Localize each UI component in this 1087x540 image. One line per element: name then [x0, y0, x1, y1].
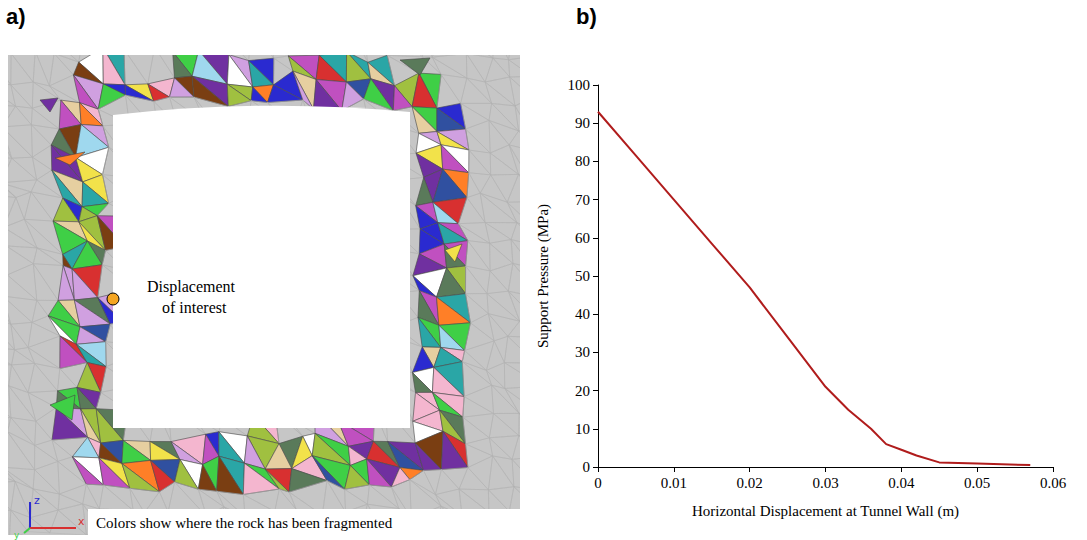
svg-text:Colors show where the rock has: Colors show where the rock has been frag…	[96, 515, 393, 531]
svg-text:100: 100	[568, 77, 591, 93]
svg-text:Support Pressure (MPa): Support Pressure (MPa)	[535, 204, 552, 348]
svg-text:90: 90	[575, 115, 590, 131]
svg-text:80: 80	[575, 153, 590, 169]
svg-text:20: 20	[575, 383, 590, 399]
svg-text:0: 0	[583, 459, 591, 475]
html-text:a): a)	[6, 4, 26, 29]
svg-text:70: 70	[575, 192, 590, 208]
svg-text:0.04: 0.04	[888, 475, 915, 491]
svg-text:x: x	[78, 515, 85, 528]
svg-text:0.01: 0.01	[661, 475, 687, 491]
svg-text:0.06: 0.06	[1040, 475, 1067, 491]
svg-text:0.02: 0.02	[737, 475, 763, 491]
svg-text:10: 10	[575, 421, 590, 437]
html-text:b): b)	[576, 4, 597, 29]
svg-text:60: 60	[575, 230, 590, 246]
svg-text:40: 40	[575, 306, 590, 322]
svg-text:0.05: 0.05	[964, 475, 990, 491]
svg-text:0.03: 0.03	[812, 475, 838, 491]
svg-text:30: 30	[575, 344, 590, 360]
svg-text:z: z	[34, 494, 40, 507]
svg-text:y: y	[14, 530, 20, 540]
svg-text:0: 0	[594, 475, 602, 491]
svg-text:50: 50	[575, 268, 590, 284]
svg-text:Displacementof interest: Displacementof interest	[147, 278, 236, 316]
svg-text:Horizontal Displacement at Tun: Horizontal Displacement at Tunnel Wall (…	[692, 503, 959, 520]
